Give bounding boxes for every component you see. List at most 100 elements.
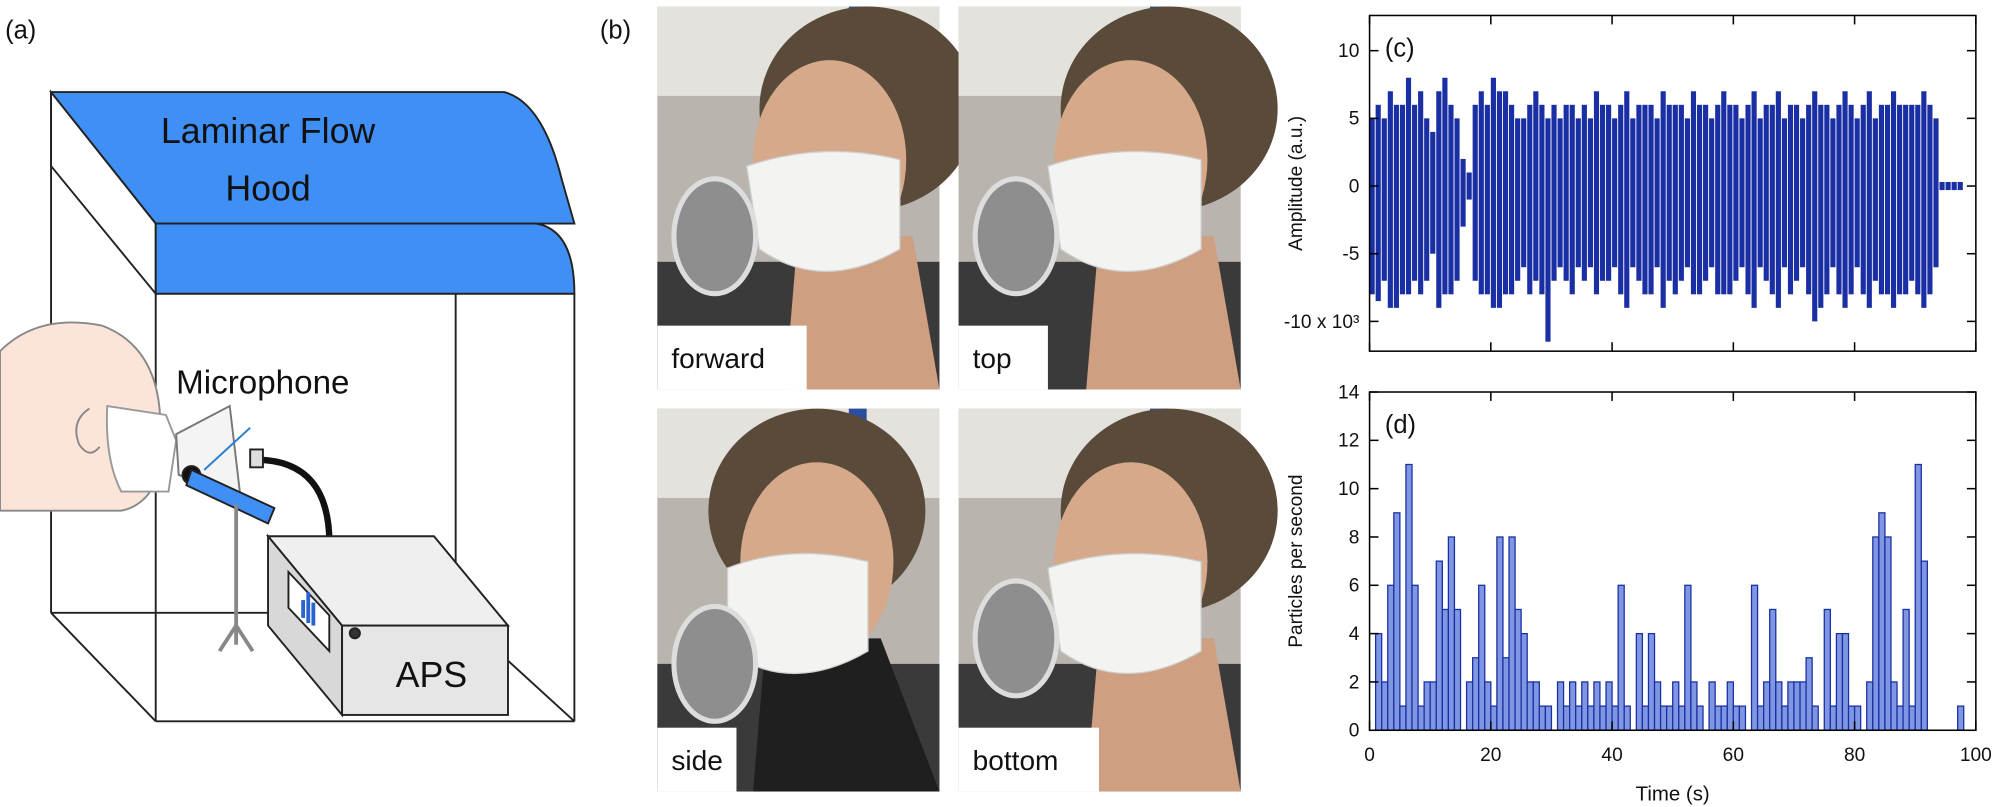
histogram-bar bbox=[1514, 608, 1522, 731]
histogram-bar bbox=[1587, 705, 1595, 731]
amplitude-range bbox=[1666, 104, 1672, 281]
plot-frame bbox=[1368, 14, 1977, 352]
neck bbox=[1086, 638, 1241, 792]
amplitude-range bbox=[1587, 118, 1593, 268]
amplitude-range bbox=[1866, 91, 1872, 308]
amplitude-range bbox=[1763, 104, 1769, 281]
photo-label-box bbox=[657, 727, 737, 792]
y-tick-label: -5 bbox=[1342, 244, 1359, 265]
histogram-bar bbox=[1750, 584, 1759, 731]
histogram-bar bbox=[1635, 632, 1644, 731]
histogram-bar bbox=[1623, 705, 1631, 731]
y-axis-label: Particles per second bbox=[1286, 474, 1307, 647]
photo-label: forward bbox=[671, 343, 765, 374]
histogram-bar bbox=[1441, 608, 1450, 731]
chart: 0 2 4 6 8 10 12 14 0 20 40 60 80 100 (d) Particles per … bbox=[1286, 382, 1992, 805]
histogram-bar bbox=[1920, 560, 1928, 731]
amplitude-range bbox=[1957, 181, 1963, 191]
y-tick-label: 2 bbox=[1349, 672, 1360, 693]
funnel bbox=[972, 176, 1060, 297]
amplitude-range bbox=[1454, 118, 1460, 281]
amplitude-range bbox=[1624, 91, 1630, 308]
ear bbox=[75, 407, 101, 454]
y-tick-label: 10 bbox=[1338, 479, 1359, 500]
histogram-bar bbox=[1465, 681, 1474, 731]
panel-label: (a) bbox=[5, 16, 36, 44]
amplitude-range bbox=[1890, 91, 1897, 308]
amplitude-range bbox=[1387, 91, 1393, 308]
amplitude-range bbox=[1557, 118, 1563, 268]
histogram-bar bbox=[1423, 681, 1431, 731]
amplitude-range bbox=[1405, 77, 1412, 295]
y-tick-label: 14 bbox=[1338, 382, 1360, 403]
hood-front bbox=[154, 222, 576, 295]
amplitude-range bbox=[1375, 104, 1381, 302]
stand bbox=[217, 504, 255, 653]
histogram-bar bbox=[1490, 705, 1498, 731]
amplitude-range bbox=[1824, 104, 1830, 295]
amplitude-range bbox=[1569, 104, 1575, 295]
histogram-bar bbox=[1841, 632, 1850, 731]
amplitude-range bbox=[1696, 104, 1703, 295]
histogram-bar bbox=[1793, 681, 1801, 731]
panel-label: (d) bbox=[1385, 411, 1416, 439]
x-tick-label: 20 bbox=[1480, 745, 1501, 766]
amplitude-range bbox=[1478, 91, 1484, 295]
amplitude-range bbox=[1757, 118, 1763, 268]
histogram-bar bbox=[1562, 705, 1571, 731]
histogram-bar bbox=[1453, 608, 1462, 731]
hood-top bbox=[49, 91, 576, 225]
mic-body bbox=[185, 468, 276, 525]
histogram-bar bbox=[1641, 705, 1650, 731]
amplitude-range bbox=[1806, 104, 1812, 295]
amplitude-range bbox=[1533, 91, 1539, 281]
amplitude-range bbox=[1860, 104, 1866, 295]
histogram-bar bbox=[1484, 681, 1492, 731]
histogram-bar bbox=[1496, 536, 1504, 731]
amplitude-range bbox=[1678, 104, 1684, 281]
histogram-bar bbox=[1538, 705, 1547, 731]
amplitude-range bbox=[1581, 104, 1587, 281]
histogram-bar bbox=[1417, 705, 1425, 731]
amplitude-range bbox=[1490, 77, 1496, 308]
histogram-bar bbox=[1569, 681, 1577, 731]
amplitude-range bbox=[1575, 118, 1581, 268]
y-axis-label: Amplitude (a.u.) bbox=[1286, 116, 1307, 251]
amplitude-range bbox=[1642, 104, 1648, 295]
amplitude-range bbox=[1399, 104, 1406, 295]
histogram-bar bbox=[1726, 681, 1734, 731]
amplitude-range bbox=[1945, 181, 1951, 191]
histogram-bar bbox=[1508, 536, 1516, 731]
histogram-bar bbox=[1902, 608, 1910, 731]
amplitude-range bbox=[1842, 91, 1848, 308]
amplitude-range bbox=[1612, 118, 1618, 268]
histogram-bar bbox=[1878, 512, 1886, 731]
amplitude-range bbox=[1848, 104, 1854, 295]
amplitude-range bbox=[1775, 91, 1781, 308]
y-tick-label: -10 x 10³ bbox=[1284, 312, 1359, 333]
amplitude-range bbox=[1648, 104, 1654, 295]
amplitude-range bbox=[1830, 118, 1836, 268]
amplitude-range bbox=[1872, 118, 1878, 281]
amplitude-range bbox=[1466, 172, 1472, 200]
histogram-bar bbox=[1732, 705, 1741, 731]
amplitude-range bbox=[1618, 104, 1624, 295]
tube-clamp bbox=[249, 448, 264, 469]
amplitude-range bbox=[1854, 118, 1860, 268]
histogram-bar bbox=[1708, 681, 1716, 731]
amplitude-range bbox=[1903, 104, 1909, 295]
amplitude-range bbox=[1660, 91, 1666, 308]
histogram-bar bbox=[1478, 584, 1486, 731]
mask bbox=[726, 552, 869, 674]
amplitude-range bbox=[1909, 104, 1915, 281]
histogram-bar bbox=[1393, 512, 1401, 731]
photo: forward bbox=[657, 6, 977, 390]
amplitude-range bbox=[1721, 91, 1727, 295]
chart: 10 5 0 -5 -10 x 10³ (c) Amplitude (a.u.) bbox=[1284, 14, 1977, 352]
amplitude-range bbox=[1593, 91, 1600, 295]
y-tick-label: 6 bbox=[1349, 576, 1360, 597]
histogram-bar bbox=[1405, 463, 1413, 731]
histogram-bar bbox=[1617, 584, 1625, 731]
histogram-bar bbox=[1411, 584, 1419, 731]
